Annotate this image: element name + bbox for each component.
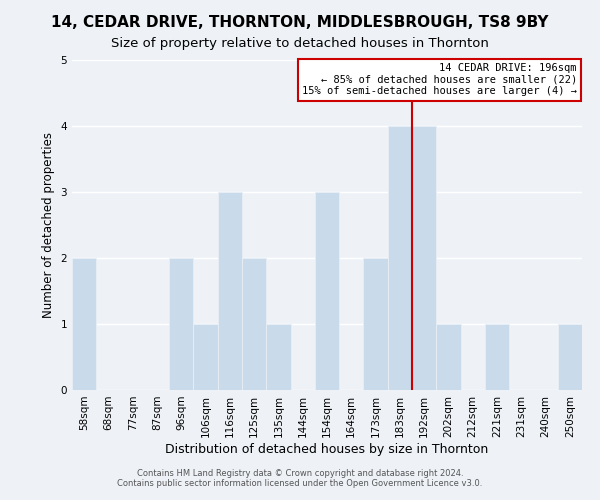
Bar [72,258,96,390]
Text: Contains HM Land Registry data © Crown copyright and database right 2024.: Contains HM Land Registry data © Crown c… [137,468,463,477]
Bar [169,258,193,390]
Bar [485,324,509,390]
Bar [242,258,266,390]
Text: Contains public sector information licensed under the Open Government Licence v3: Contains public sector information licen… [118,478,482,488]
Bar [193,324,218,390]
Y-axis label: Number of detached properties: Number of detached properties [42,132,55,318]
Bar [266,324,290,390]
Bar [412,126,436,390]
Text: 14 CEDAR DRIVE: 196sqm
← 85% of detached houses are smaller (22)
15% of semi-det: 14 CEDAR DRIVE: 196sqm ← 85% of detached… [302,64,577,96]
Bar [218,192,242,390]
Bar [315,192,339,390]
Bar [558,324,582,390]
Text: Size of property relative to detached houses in Thornton: Size of property relative to detached ho… [111,38,489,51]
Bar [364,258,388,390]
X-axis label: Distribution of detached houses by size in Thornton: Distribution of detached houses by size … [166,442,488,456]
Text: 14, CEDAR DRIVE, THORNTON, MIDDLESBROUGH, TS8 9BY: 14, CEDAR DRIVE, THORNTON, MIDDLESBROUGH… [51,15,549,30]
Bar [388,126,412,390]
Bar [436,324,461,390]
